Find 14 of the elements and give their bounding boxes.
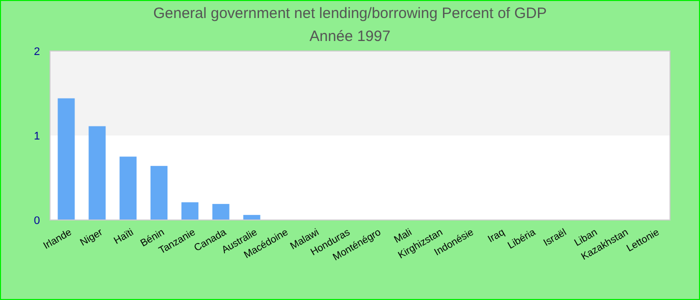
x-tick-label: Haïti	[112, 227, 136, 247]
x-tick-label: Iraq	[486, 227, 507, 246]
y-tick-label: 0	[34, 214, 40, 227]
bar	[212, 204, 230, 220]
bar	[181, 202, 198, 220]
y-tick-label: 2	[34, 46, 40, 58]
chart-title: General government net lending/borrowing Percent of GDP	[153, 5, 547, 22]
bar	[120, 156, 137, 220]
bar	[150, 166, 168, 220]
bar	[88, 126, 106, 220]
chart-subtitle: Année 1997	[310, 28, 390, 45]
bar	[58, 98, 75, 220]
x-tick-label: Niger	[78, 226, 106, 249]
y-tick-label: 1	[34, 130, 40, 142]
